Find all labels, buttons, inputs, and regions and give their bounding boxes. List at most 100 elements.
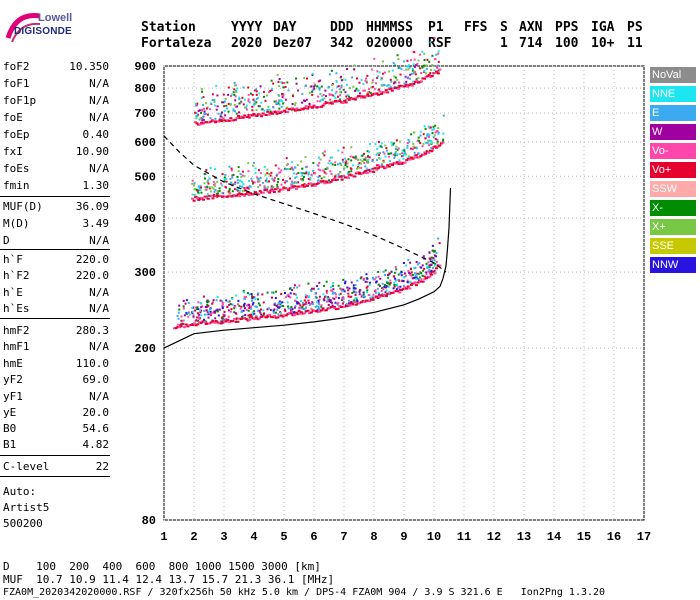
echo-dot <box>309 302 312 305</box>
echo-dot <box>208 187 211 190</box>
trace-dot <box>386 91 390 94</box>
muf-curve <box>163 135 447 273</box>
echo-dot <box>282 86 285 89</box>
echo-dot <box>242 289 245 292</box>
param-name: fmin <box>3 179 30 192</box>
echo-dot <box>277 85 280 88</box>
trace-dot <box>411 282 415 285</box>
trace-dot <box>424 152 428 155</box>
echo-dot <box>245 295 248 298</box>
echo-dot <box>209 190 212 193</box>
echo-dot <box>314 84 317 87</box>
echo-dot <box>276 306 279 309</box>
echo-dot <box>426 265 429 268</box>
trace-dot <box>431 146 435 149</box>
trace-dot <box>318 106 322 109</box>
echo-dot <box>234 181 237 184</box>
echo-dot <box>365 80 368 83</box>
param-value: 280.3 <box>75 324 109 337</box>
trace-dot <box>291 185 295 188</box>
echo-dot <box>266 108 269 111</box>
trace-dot <box>199 321 203 324</box>
echo-dot <box>294 102 297 105</box>
trace-dot <box>232 119 236 122</box>
echo-dot <box>197 307 200 310</box>
trace-dot <box>298 185 302 188</box>
echo-dot <box>216 308 219 311</box>
echo-dot <box>393 156 396 159</box>
echo-dot <box>323 298 326 301</box>
trace-dot <box>336 307 340 310</box>
echo-dot <box>200 191 203 194</box>
echo-dot <box>333 292 336 295</box>
trace-dot <box>356 171 360 174</box>
echo-dot <box>371 160 374 163</box>
trace-dot <box>286 110 290 113</box>
param-value: N/A <box>89 77 109 90</box>
echo-dot <box>271 186 274 189</box>
echo-dot <box>414 272 417 275</box>
echo-dot <box>317 95 320 98</box>
trace-dot <box>398 84 402 87</box>
echo-dot <box>377 152 380 155</box>
echo-dot <box>237 299 240 302</box>
echo-dot <box>385 285 388 288</box>
echo-dot <box>392 142 395 145</box>
trace-dot <box>228 321 232 324</box>
echo-dot <box>365 286 368 289</box>
echo-dot <box>292 168 295 171</box>
echo-dot <box>258 309 261 312</box>
trace-dot <box>433 272 437 275</box>
trace-dot <box>174 327 178 330</box>
echo-dot <box>358 166 361 169</box>
echo-dot <box>278 306 281 309</box>
trace-dot <box>378 295 382 298</box>
echo-dot <box>363 158 366 161</box>
echo-dot <box>236 187 239 190</box>
echo-dot <box>230 93 233 96</box>
echo-dot <box>317 86 320 89</box>
param-row: foF2 10.350 <box>3 60 109 74</box>
echo-dot <box>428 60 431 63</box>
echo-dot <box>230 308 233 311</box>
echo-dot <box>236 105 239 108</box>
trace-dot <box>414 284 418 287</box>
echo-dot <box>287 305 290 308</box>
trace-dot <box>188 324 192 327</box>
trace-dot <box>405 159 409 162</box>
echo-dot <box>245 309 248 312</box>
trace-dot <box>241 116 245 119</box>
echo-dot <box>180 315 183 318</box>
echo-dot <box>421 274 424 277</box>
echo-dot <box>342 161 345 164</box>
echo-dot <box>402 152 405 155</box>
echo-dot <box>311 90 314 93</box>
echo-dot <box>360 276 363 279</box>
trace-dot <box>375 92 379 95</box>
echo-dot <box>267 307 270 310</box>
echo-dot <box>329 301 332 304</box>
trace-dot <box>424 277 428 280</box>
echo-dot <box>332 291 335 294</box>
echo-dot <box>340 86 343 89</box>
trace-dot <box>253 114 257 117</box>
echo-dot <box>344 78 347 81</box>
trace-dot <box>315 182 319 185</box>
trace-dot <box>279 188 283 191</box>
echo-dot <box>389 78 392 81</box>
echo-dot <box>296 286 299 289</box>
echo-dot <box>381 292 384 295</box>
echo-dot <box>350 281 353 284</box>
trace-dot <box>197 123 201 126</box>
echo-dot <box>343 157 346 160</box>
trace-dot <box>384 89 388 92</box>
echo-dot <box>188 313 191 316</box>
echo-dot <box>200 309 203 312</box>
echo-dot <box>238 96 241 99</box>
echo-dot <box>234 305 237 308</box>
echo-dot <box>394 152 397 155</box>
echo-dot <box>331 292 334 295</box>
echo-dot <box>344 162 347 165</box>
echo-dot <box>334 92 337 95</box>
echo-dot <box>442 132 445 135</box>
